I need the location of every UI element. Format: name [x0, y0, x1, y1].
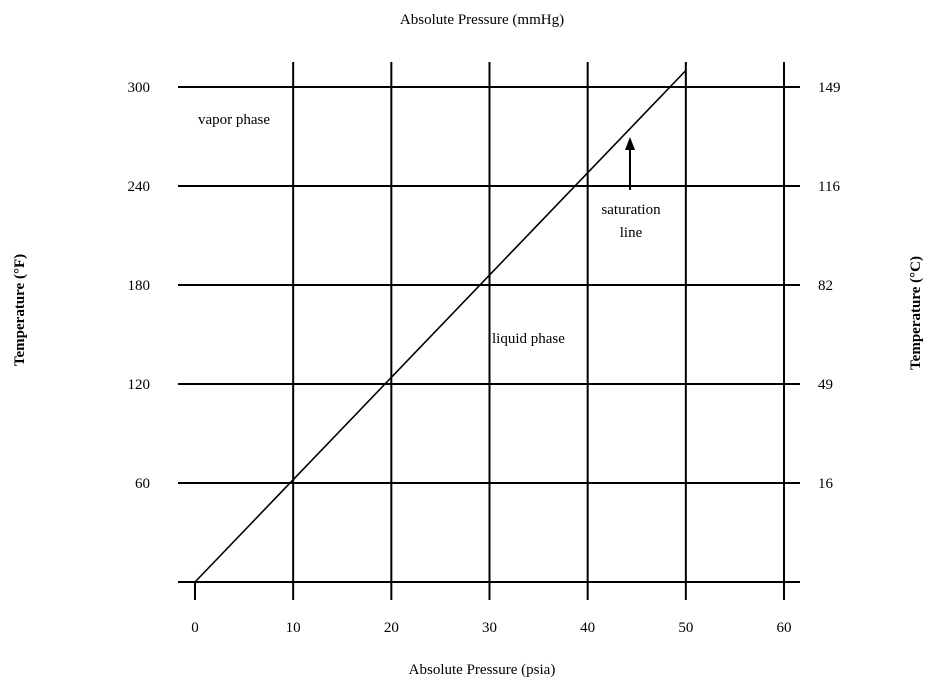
y-tick-label-right: 16	[818, 476, 834, 492]
vapor-phase-label: vapor phase	[198, 112, 270, 128]
saturation-line	[194, 69, 687, 583]
saturation-label-line1: saturation	[601, 202, 661, 218]
saturation-label-line2: line	[620, 225, 643, 241]
y-tick-label-right: 49	[818, 377, 833, 393]
liquid-phase-label: liquid phase	[492, 331, 565, 347]
y-tick-label-left: 60	[135, 476, 150, 492]
y-tick-label-left: 180	[128, 278, 151, 294]
top-axis-title: Absolute Pressure (mmHg)	[400, 12, 564, 28]
x-tick-label: 20	[384, 620, 399, 636]
saturation-arrow	[625, 137, 635, 190]
y-tick-label-left: 120	[128, 377, 151, 393]
x-tick-label: 40	[580, 620, 595, 636]
y-axis-title-right: Temperature (°C)	[908, 256, 924, 370]
x-tick-label: 0	[191, 620, 199, 636]
series-layer	[194, 69, 687, 583]
x-tick-label: 10	[286, 620, 301, 636]
y-tick-label-right: 82	[818, 278, 833, 294]
x-tick-label: 60	[777, 620, 792, 636]
x-tick-label: 30	[482, 620, 497, 636]
grid-layer	[178, 62, 800, 600]
x-tick-label: 50	[678, 620, 693, 636]
x-axis-title: Absolute Pressure (psia)	[409, 662, 556, 678]
y-tick-label-right: 116	[818, 179, 840, 195]
y-tick-label-left: 300	[128, 80, 151, 96]
saturation-arrow-head	[625, 137, 635, 150]
y-axis-title-left: Temperature (°F)	[12, 254, 28, 366]
y-tick-label-right: 149	[818, 80, 841, 96]
y-tick-label-left: 240	[128, 179, 151, 195]
tick-layer: 0 10 20 30 40 50 60 60 16 120 49 180 82 240 116 300 149	[128, 80, 841, 636]
